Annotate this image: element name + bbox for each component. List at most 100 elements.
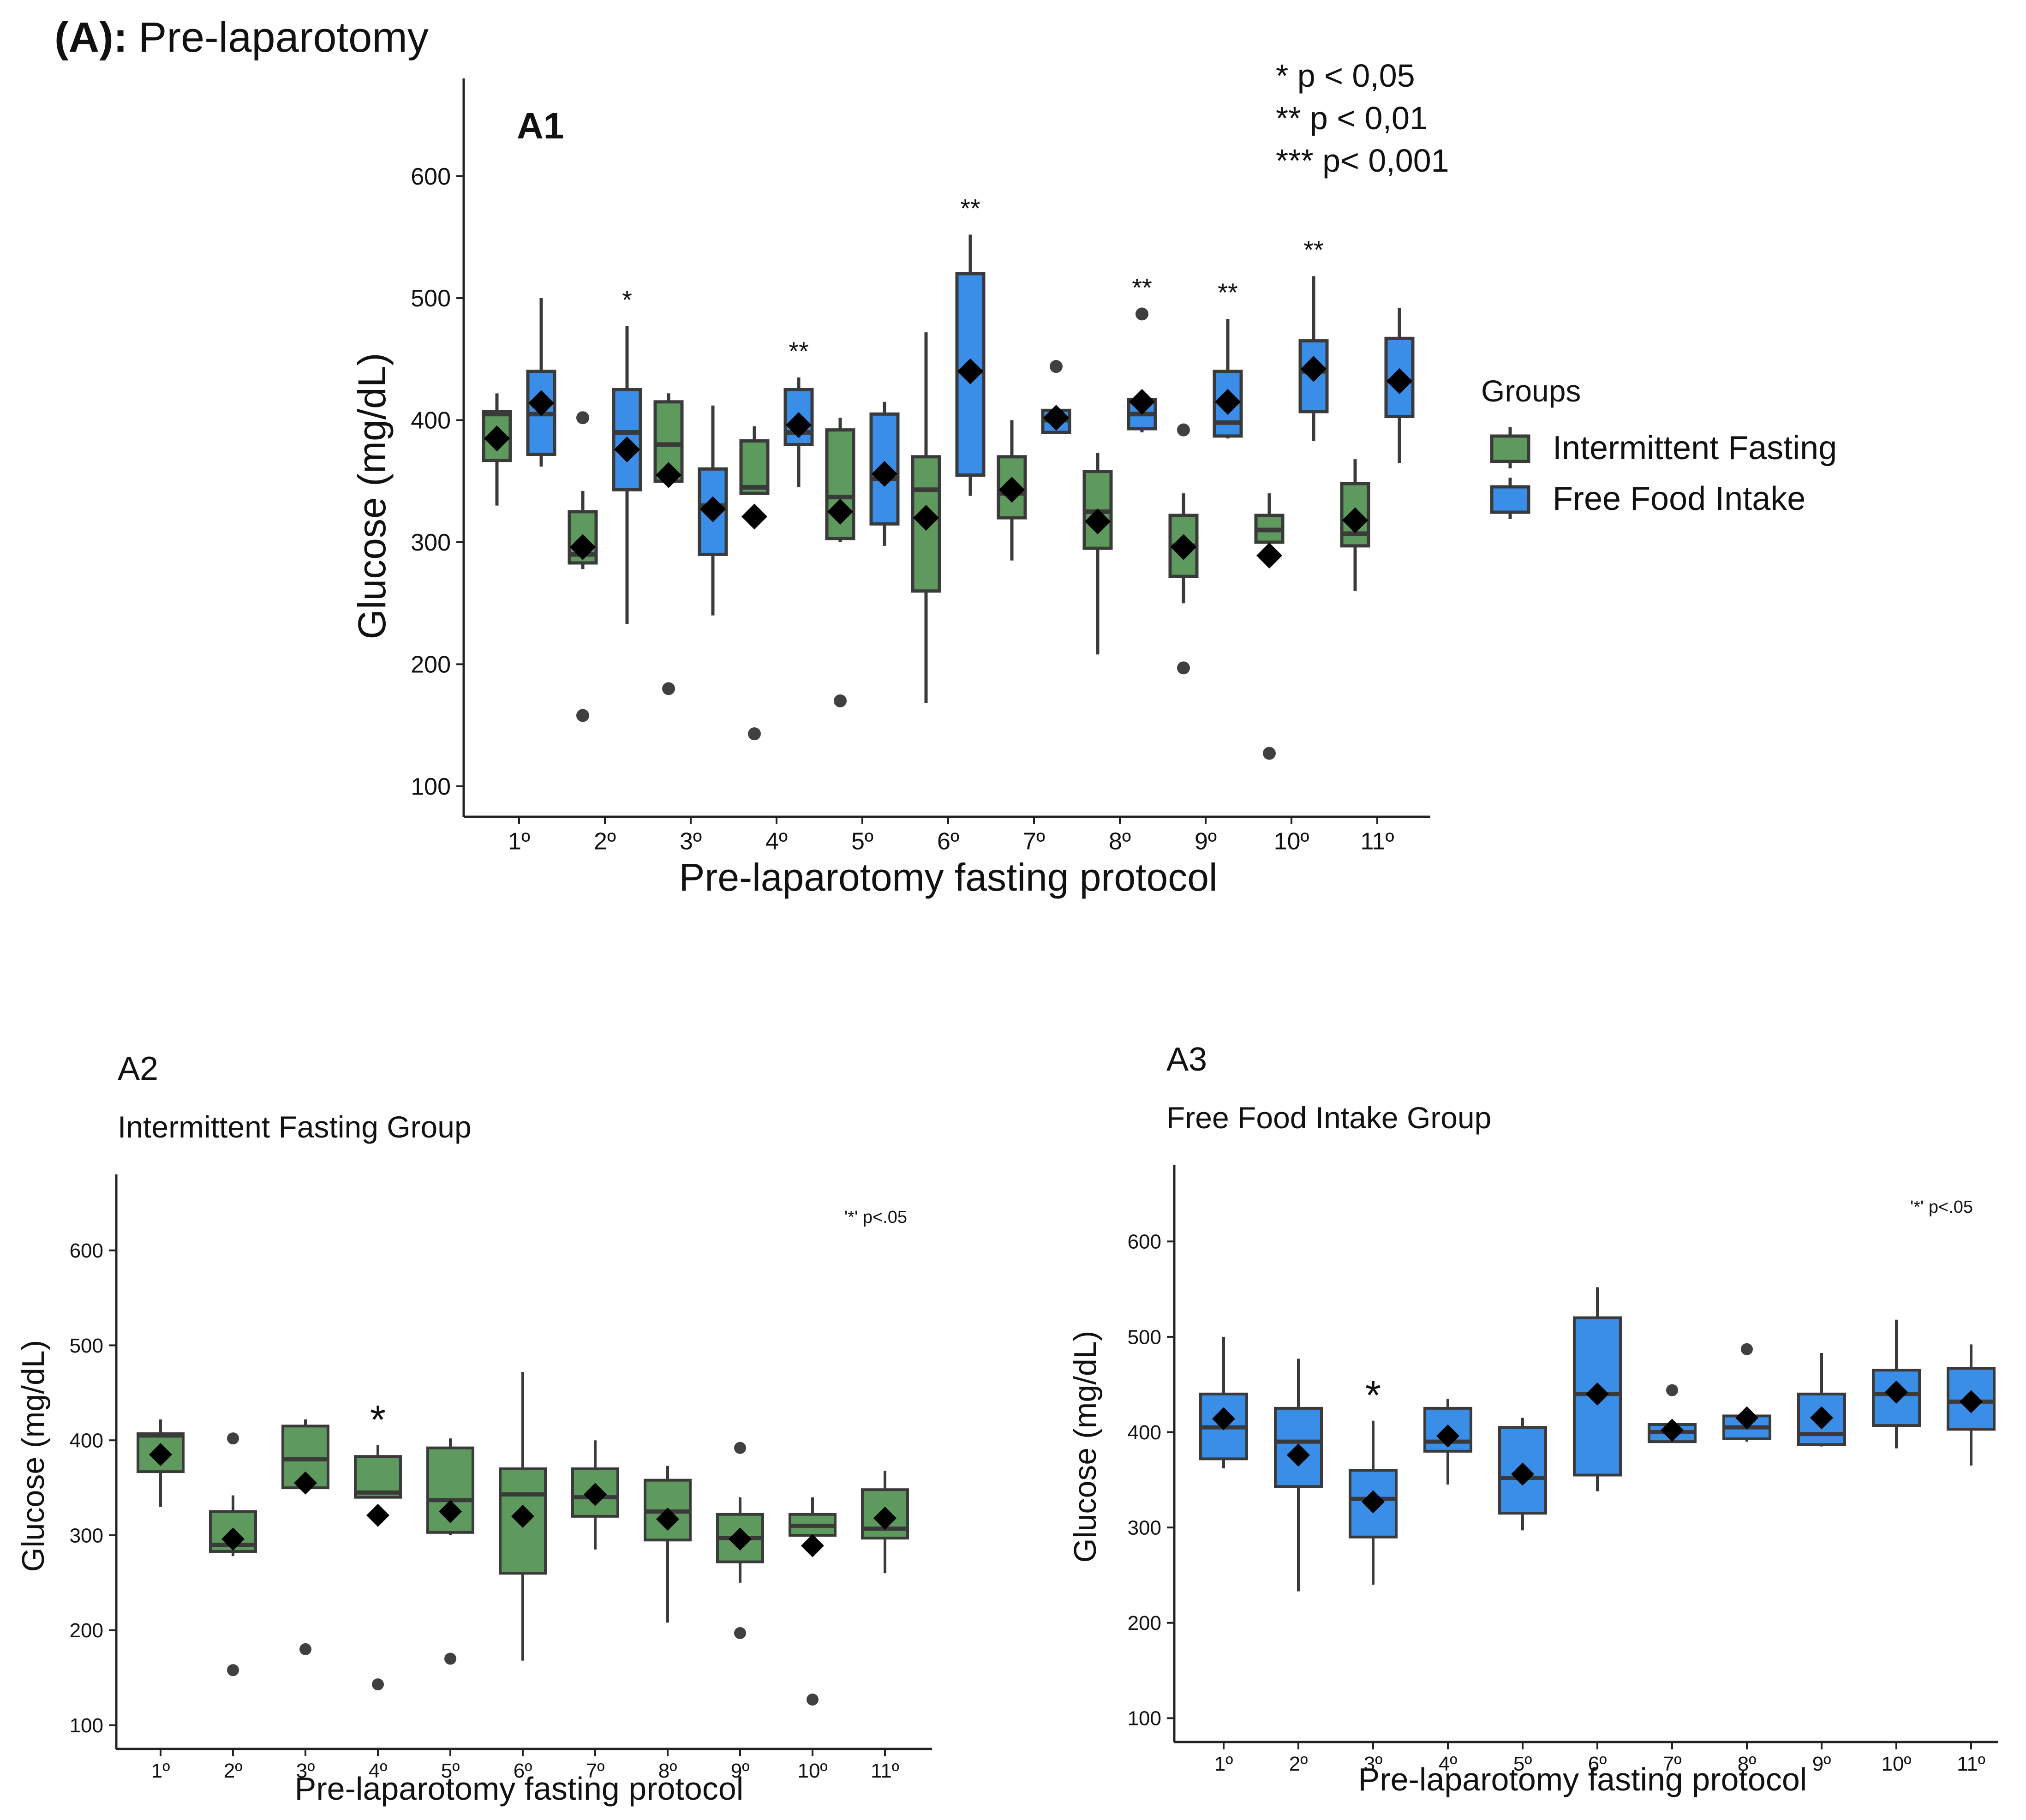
x-tick-label: 7º bbox=[586, 1760, 605, 1782]
box bbox=[739, 439, 770, 495]
mean-marker bbox=[656, 1508, 679, 1531]
x-tick-label: 8º bbox=[1109, 828, 1131, 855]
panel-subtitle: Intermittent Fasting Group bbox=[118, 1110, 472, 1144]
y-tick-label: 100 bbox=[70, 1714, 103, 1737]
x-axis-label: Pre-laparotomy fasting protocol bbox=[679, 856, 1217, 899]
legend-label: Intermittent Fasting bbox=[1553, 430, 1837, 467]
chart-panel-a2: A2 Intermittent Fasting Group '*' p<.05 … bbox=[16, 1050, 932, 1807]
x-tick-label: 6º bbox=[514, 1760, 532, 1782]
mean-marker bbox=[801, 1534, 824, 1557]
y-tick-label: 100 bbox=[1128, 1707, 1161, 1730]
x-axis-label: Pre-laparotomy fasting protocol bbox=[295, 1771, 744, 1807]
outlier-point bbox=[576, 709, 589, 722]
y-tick-label: 400 bbox=[70, 1430, 103, 1452]
significance-key-line: ** p < 0,01 bbox=[1276, 100, 1428, 136]
figure-panel-title: Pre-laparotomy bbox=[138, 14, 429, 61]
mean-marker bbox=[656, 462, 681, 488]
mean-marker bbox=[1885, 1380, 1908, 1404]
outlier-point bbox=[227, 1432, 239, 1445]
y-tick-label: 100 bbox=[411, 773, 451, 800]
y-tick-label: 200 bbox=[1128, 1612, 1161, 1634]
outlier-point bbox=[734, 1442, 746, 1454]
mean-marker bbox=[1735, 1406, 1758, 1430]
mean-marker bbox=[1810, 1406, 1833, 1430]
y-tick-label: 600 bbox=[70, 1239, 103, 1262]
y-axis-label: Glucose (mg/dL) bbox=[16, 1340, 51, 1572]
y-tick-label: 400 bbox=[1128, 1421, 1161, 1444]
legend: Groups Intermittent Fasting Free Food In… bbox=[1481, 374, 1837, 519]
legend-item-free-food-intake: Free Food Intake bbox=[1490, 478, 1805, 519]
significance-marker: * bbox=[1365, 1372, 1381, 1418]
y-tick-label: 600 bbox=[411, 163, 451, 190]
outlier-point bbox=[807, 1693, 819, 1706]
chart-panel-a3: A3 Free Food Intake Group '*' p<.05 Gluc… bbox=[1068, 1041, 1998, 1797]
outlier-point bbox=[444, 1652, 456, 1665]
mean-marker bbox=[999, 477, 1025, 503]
chart-panel-a1: A1 Glucose (mg/dL) Pre-laparotomy fastin… bbox=[350, 78, 1430, 899]
x-tick-label: 1º bbox=[508, 828, 530, 855]
x-tick-label: 5º bbox=[851, 828, 873, 855]
y-tick-label: 300 bbox=[411, 529, 451, 556]
mean-marker bbox=[528, 390, 554, 416]
mean-marker bbox=[1212, 1407, 1235, 1431]
outlier-point bbox=[1177, 423, 1190, 437]
significance-marker: ** bbox=[789, 336, 809, 365]
outlier-point bbox=[1177, 661, 1190, 675]
outlier-point bbox=[372, 1678, 384, 1691]
mean-marker bbox=[584, 1483, 607, 1506]
outlier-point bbox=[734, 1627, 746, 1639]
x-tick-label: 5º bbox=[441, 1760, 460, 1782]
x-tick-label: 10º bbox=[797, 1760, 827, 1782]
mean-marker bbox=[1511, 1462, 1534, 1486]
mean-marker bbox=[1436, 1424, 1459, 1448]
y-tick-label: 200 bbox=[70, 1619, 103, 1642]
x-tick-label: 9º bbox=[1195, 828, 1217, 855]
x-tick-label: 9º bbox=[731, 1760, 750, 1782]
mean-marker bbox=[439, 1500, 462, 1523]
y-tick-label: 600 bbox=[1128, 1231, 1161, 1253]
panel-label: A2 bbox=[118, 1050, 158, 1087]
y-tick-label: 500 bbox=[1128, 1326, 1161, 1348]
significance-marker: * bbox=[622, 285, 632, 314]
panel-subtitle: Free Food Intake Group bbox=[1166, 1101, 1491, 1135]
mean-marker bbox=[786, 412, 812, 438]
outlier-point bbox=[576, 411, 589, 425]
mean-marker bbox=[1043, 405, 1069, 431]
x-tick-label: 7º bbox=[1663, 1753, 1682, 1775]
x-tick-label: 8º bbox=[658, 1760, 677, 1782]
mean-marker bbox=[366, 1503, 389, 1527]
mean-marker bbox=[221, 1527, 245, 1551]
panel-note: '*' p<.05 bbox=[1910, 1197, 1973, 1217]
x-tick-label: 11º bbox=[1957, 1753, 1985, 1775]
outlier-point bbox=[1741, 1343, 1753, 1355]
mean-marker bbox=[729, 1527, 752, 1551]
x-tick-label: 3º bbox=[1364, 1753, 1383, 1775]
x-tick-label: 9º bbox=[1812, 1753, 1831, 1775]
legend-label: Free Food Intake bbox=[1553, 480, 1805, 517]
mean-marker bbox=[1129, 389, 1155, 415]
legend-title: Groups bbox=[1481, 374, 1581, 408]
x-tick-label: 6º bbox=[937, 828, 959, 855]
x-tick-label: 7º bbox=[1023, 828, 1045, 855]
mean-marker bbox=[1960, 1390, 1983, 1413]
significance-marker: ** bbox=[1218, 278, 1238, 307]
y-tick-label: 300 bbox=[70, 1524, 103, 1547]
outlier-point bbox=[1050, 360, 1063, 373]
mean-marker bbox=[149, 1443, 172, 1467]
legend-item-intermittent-fasting: Intermittent Fasting bbox=[1490, 427, 1837, 468]
mean-marker bbox=[294, 1471, 317, 1495]
y-tick-label: 500 bbox=[411, 285, 451, 312]
mean-marker bbox=[484, 425, 510, 452]
panel-label: A3 bbox=[1166, 1041, 1207, 1078]
significance-key-line: * p < 0,05 bbox=[1276, 58, 1415, 94]
outlier-point bbox=[834, 694, 847, 707]
mean-marker bbox=[872, 461, 897, 487]
x-tick-label: 1º bbox=[1214, 1753, 1233, 1775]
x-tick-label: 8º bbox=[1738, 1753, 1757, 1775]
y-tick-label: 200 bbox=[411, 652, 451, 678]
x-tick-label: 3º bbox=[296, 1760, 315, 1782]
outlier-point bbox=[1666, 1384, 1678, 1396]
x-tick-label: 10º bbox=[1881, 1753, 1911, 1775]
mean-marker bbox=[1287, 1443, 1310, 1467]
